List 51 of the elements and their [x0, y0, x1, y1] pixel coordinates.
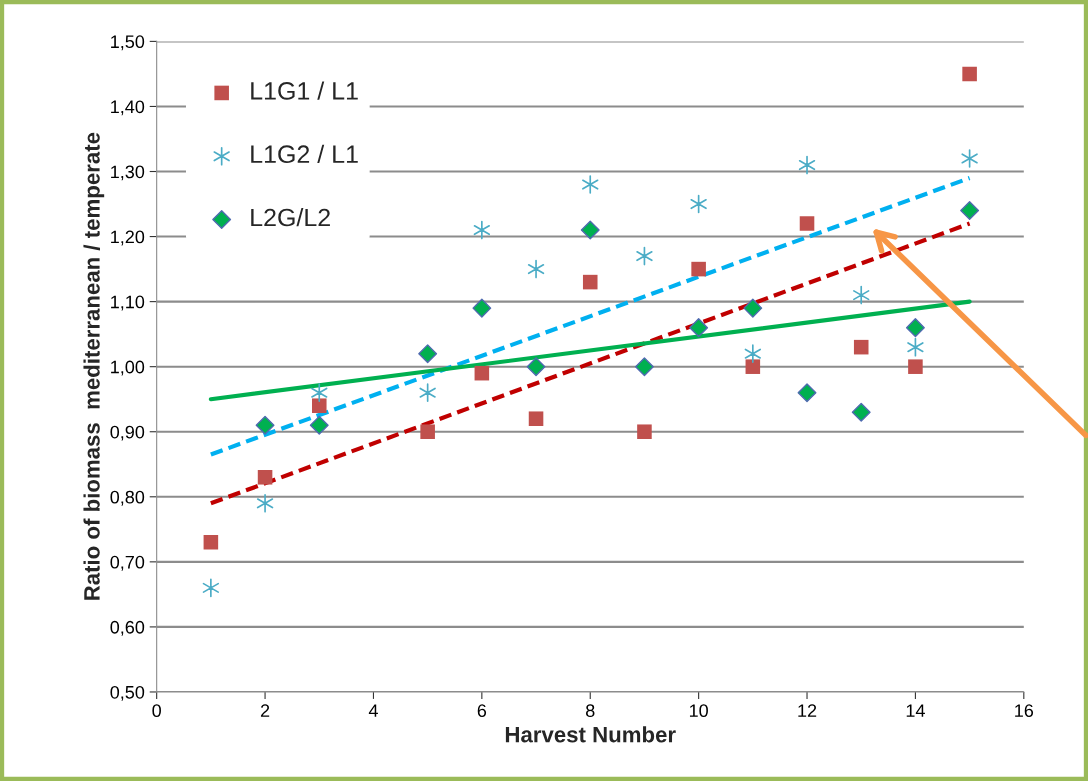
point: [420, 424, 435, 440]
y-tick-label: 0,70: [110, 555, 145, 571]
point: [962, 66, 977, 82]
x-axis-title: Harvest Number: [505, 726, 676, 743]
y-tick-label: 1,20: [111, 230, 145, 246]
y-tick-label: 1,40: [111, 100, 145, 116]
point: [582, 274, 598, 290]
y-tick-label: 1,10: [111, 295, 145, 311]
x-tick-label: 16: [1015, 704, 1034, 718]
point: [309, 415, 329, 435]
x-tick-label: 8: [586, 704, 595, 718]
point: [472, 298, 492, 318]
point: [691, 261, 706, 277]
point: [526, 357, 546, 377]
point: [797, 383, 817, 403]
point: [905, 318, 925, 338]
x-tick-label: 2: [260, 704, 270, 717]
point: [255, 415, 275, 435]
y-tick-label: 0,50: [110, 685, 145, 701]
point: [637, 424, 652, 440]
point: [745, 359, 761, 374]
point: [799, 216, 815, 231]
legend-label: L2G/L2: [251, 208, 330, 227]
y-tick-label: 0,60: [110, 620, 145, 636]
point: [908, 359, 923, 374]
y-tick-label: 1,50: [111, 35, 145, 51]
point: [311, 398, 327, 413]
x-tick-label: 0: [152, 704, 161, 718]
y-tick-label: 0,90: [110, 425, 145, 441]
x-tick-label: 4: [368, 704, 378, 717]
x-tick-label: 10: [689, 704, 708, 718]
point: [528, 411, 544, 427]
x-tick-label: 14: [906, 704, 925, 717]
y-tick-label: 0,80: [110, 490, 145, 506]
point: [257, 469, 273, 485]
point: [203, 535, 219, 550]
y-tick-label: 1,30: [111, 165, 145, 181]
point: [743, 298, 763, 318]
point: [580, 220, 600, 240]
point: [853, 339, 869, 355]
x-tick-label: 6: [477, 704, 487, 718]
point: [689, 318, 709, 338]
y-axis-title: Ratio of biomass mediterranean / temperate: [83, 132, 105, 600]
legend-label: L1G1 / L1: [251, 81, 358, 100]
point: [474, 365, 490, 381]
point: [960, 201, 980, 221]
point: [851, 402, 871, 422]
x-tick-label: 12: [798, 704, 817, 717]
point: [634, 357, 654, 377]
point: [418, 344, 438, 364]
y-tick-label: 1,00: [111, 360, 145, 376]
